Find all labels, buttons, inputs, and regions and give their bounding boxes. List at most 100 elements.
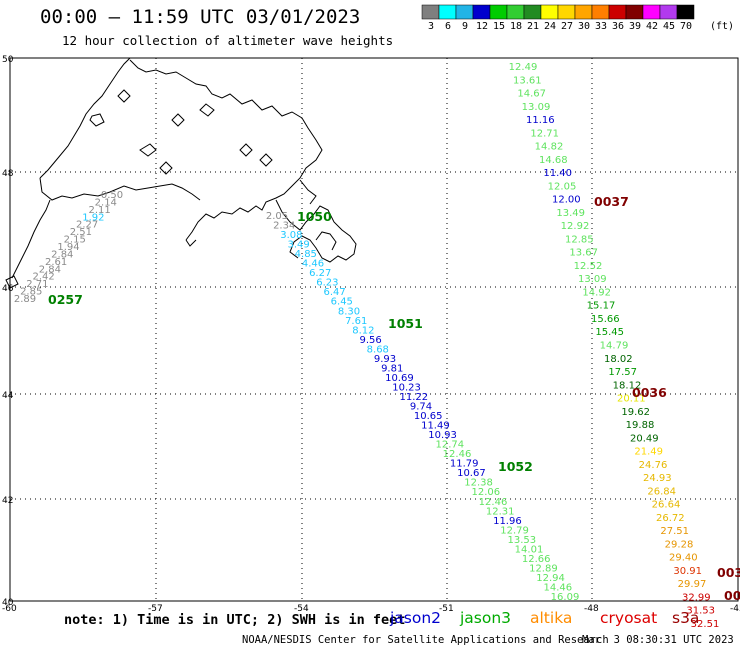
longitude-label: -51 [439, 604, 454, 614]
wave-height-value: 4.46 [302, 259, 324, 270]
wave-height-value: 26.72 [656, 513, 685, 524]
legend-swatch [557, 4, 576, 20]
wave-height-value: 8.68 [367, 344, 389, 355]
satellite-legend-cryosat: cryosat [600, 609, 658, 627]
legend-swatch [489, 4, 508, 20]
legend-swatch [438, 4, 457, 20]
legend-swatch [506, 4, 525, 20]
wave-height-value: 2.05 [266, 211, 288, 222]
wave-height-value: 10.69 [385, 373, 414, 384]
wave-height-value: 1.94 [57, 242, 79, 253]
wave-height-value: 1.92 [82, 212, 104, 223]
satellite-legend-jason2: jason2 [390, 609, 442, 627]
coastline-segment [275, 199, 357, 263]
legend-tick-label: 3 [427, 21, 435, 32]
coastline-segment [11, 199, 51, 279]
legend-tick-label: 12 [475, 21, 489, 32]
latitude-label: 42 [2, 496, 13, 506]
coastline-segment [199, 103, 215, 117]
legend-tick-label: 33 [594, 21, 608, 32]
longitude-label: -48 [584, 604, 599, 614]
wave-height-value: 12.46 [443, 449, 472, 460]
wave-height-value: 13.61 [513, 75, 542, 86]
legend-tick-label: 18 [509, 21, 523, 32]
wave-height-value: 3.08 [280, 230, 302, 241]
wave-height-value: 12.00 [552, 195, 581, 206]
pass-time-label: 0257 [48, 292, 83, 307]
wave-height-value: 8.12 [352, 325, 374, 336]
wave-height-value: 13.09 [522, 102, 551, 113]
wave-height-value: 12.85 [565, 234, 594, 245]
coastline-segment [39, 57, 131, 179]
coastline-segment [239, 143, 253, 157]
legend-swatch [421, 4, 440, 20]
wave-height-value: 12.46 [479, 497, 508, 508]
wave-height-value: 24.93 [643, 473, 672, 484]
legend-tick-label: 70 [679, 21, 693, 32]
coastline-segment [89, 113, 105, 127]
wave-height-value: 14.68 [539, 155, 568, 166]
legend-unit: (ft) [710, 21, 735, 32]
wave-height-value: 12.49 [509, 62, 538, 73]
wave-height-value: 29.40 [669, 553, 698, 564]
wave-height-value: 26.84 [647, 486, 676, 497]
wave-height-value: 11.22 [399, 392, 428, 403]
wave-height-value: 19.62 [621, 407, 650, 418]
wave-height-value: 12.38 [464, 478, 493, 489]
longitude-label: -45 [730, 604, 740, 614]
wave-height-value: 12.74 [435, 440, 464, 451]
pass-time-label: 00 [724, 588, 740, 603]
pass-time-label: 0036 [632, 385, 667, 400]
wave-height-value: 9.74 [410, 402, 432, 413]
wave-height-value: 8.30 [338, 306, 360, 317]
wave-height-value: 9.56 [359, 335, 381, 346]
wave-height-value: 2.15 [64, 235, 86, 246]
coastline [5, 57, 357, 289]
map-frame [9, 57, 739, 602]
wave-height-value: 15.66 [591, 314, 620, 325]
wave-height-value: 15.17 [587, 301, 616, 312]
wave-height-value: 12.94 [536, 573, 565, 584]
latitude-label: 44 [2, 391, 14, 401]
latitude-label: 40 [2, 598, 14, 608]
legend-tick-label: 42 [645, 21, 659, 32]
coastline-segment [185, 239, 197, 247]
wave-height-value: 20.49 [630, 433, 659, 444]
wave-height-value: 12.52 [574, 261, 603, 272]
wave-height-value: 11.16 [526, 115, 555, 126]
coastline-segment [117, 89, 131, 103]
wave-height-value: 14.67 [517, 89, 546, 100]
legend-swatch [659, 4, 678, 20]
satellite-legend-jason3: jason3 [460, 609, 512, 627]
wave-height-value: 13.67 [569, 248, 598, 259]
legend-tick-label: 39 [628, 21, 642, 32]
coastline-segment [139, 143, 157, 157]
graticule [10, 58, 738, 601]
wave-height-value: 12.89 [529, 563, 558, 574]
legend-swatch [625, 4, 644, 20]
wave-height-value: 29.28 [665, 539, 694, 550]
wave-height-value: 13.09 [578, 274, 607, 285]
wave-height-value: 6.47 [323, 287, 345, 298]
pass-time-label: 0037 [594, 194, 629, 209]
wave-height-value: 4.85 [295, 249, 317, 260]
wave-height-value: 12.71 [530, 128, 559, 139]
wave-height-tracks: 0.502.142.111.922.272.512.151.942.842.61… [14, 62, 719, 630]
wave-height-value: 10.23 [392, 383, 421, 394]
wave-height-value: 9.93 [374, 354, 396, 365]
latitude-label: 50 [2, 55, 14, 65]
longitude-label: -60 [2, 604, 17, 614]
legend-tick-label: 15 [492, 21, 506, 32]
legend-tick-label: 36 [611, 21, 625, 32]
wave-height-value: 15.45 [595, 327, 624, 338]
wave-height-value: 3.49 [287, 240, 309, 251]
pass-time-label: 1050 [297, 209, 332, 224]
wave-height-value: 16.09 [551, 592, 580, 603]
legend-tick-label: 21 [526, 21, 540, 32]
wave-height-value: 2.42 [32, 272, 54, 283]
wave-height-value: 6.23 [316, 278, 338, 289]
legend-swatch [642, 4, 661, 20]
wave-height-value: 10.65 [414, 411, 443, 422]
page-title: 00:00 – 11:59 UTC 03/01/2023 [40, 6, 361, 28]
